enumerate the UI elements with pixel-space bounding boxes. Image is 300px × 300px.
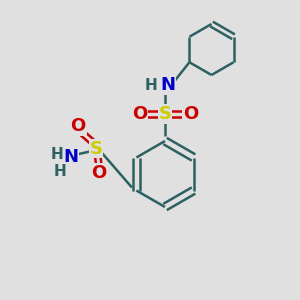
- Text: H: H: [54, 164, 66, 178]
- Text: O: O: [183, 105, 198, 123]
- Text: N: N: [160, 76, 175, 94]
- Text: H: H: [145, 78, 158, 93]
- Text: S: S: [158, 105, 172, 123]
- Text: H: H: [51, 147, 63, 162]
- Text: S: S: [89, 140, 103, 158]
- Text: N: N: [63, 148, 78, 166]
- Text: O: O: [92, 164, 106, 181]
- Text: O: O: [132, 105, 147, 123]
- Text: O: O: [70, 117, 86, 135]
